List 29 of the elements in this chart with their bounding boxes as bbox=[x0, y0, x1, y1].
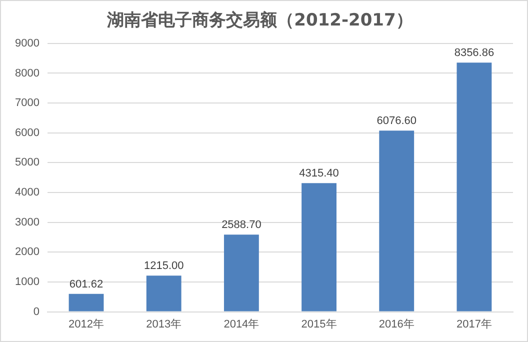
x-tick-label: 2013年 bbox=[146, 318, 182, 330]
bar bbox=[456, 62, 492, 312]
x-tick-label: 2015年 bbox=[301, 318, 337, 330]
data-label: 4315.40 bbox=[299, 168, 339, 180]
y-tick-label: 2000 bbox=[14, 246, 40, 258]
y-tick-label: 6000 bbox=[14, 126, 40, 139]
bar bbox=[302, 183, 336, 312]
y-tick-label: 3000 bbox=[14, 216, 40, 228]
y-tick-label: 8000 bbox=[14, 67, 40, 80]
x-tick-label: 2016年 bbox=[378, 318, 414, 330]
y-tick-label: 7000 bbox=[14, 97, 40, 110]
bar bbox=[224, 234, 259, 312]
data-label: 601.62 bbox=[69, 278, 104, 290]
y-tick-label: 9000 bbox=[14, 37, 40, 50]
data-label: 2588.70 bbox=[222, 219, 262, 232]
data-label: 8356.86 bbox=[454, 47, 494, 60]
y-tick-label: 4000 bbox=[14, 186, 40, 199]
y-tick-label: 1000 bbox=[14, 276, 40, 288]
chart-title: 湖南省电子商务交易额（2012-2017） bbox=[106, 10, 413, 31]
x-tick-label: 2017年 bbox=[456, 318, 492, 330]
data-label: 6076.60 bbox=[376, 115, 416, 128]
y-tick-label: 5000 bbox=[14, 156, 40, 169]
y-tick-label: 0 bbox=[33, 306, 40, 318]
bar bbox=[68, 294, 104, 312]
x-tick-label: 2012年 bbox=[68, 318, 104, 330]
bar bbox=[379, 130, 414, 312]
x-tick-label: 2014年 bbox=[224, 318, 260, 330]
data-label: 1215.00 bbox=[144, 260, 184, 272]
bar bbox=[146, 276, 182, 312]
